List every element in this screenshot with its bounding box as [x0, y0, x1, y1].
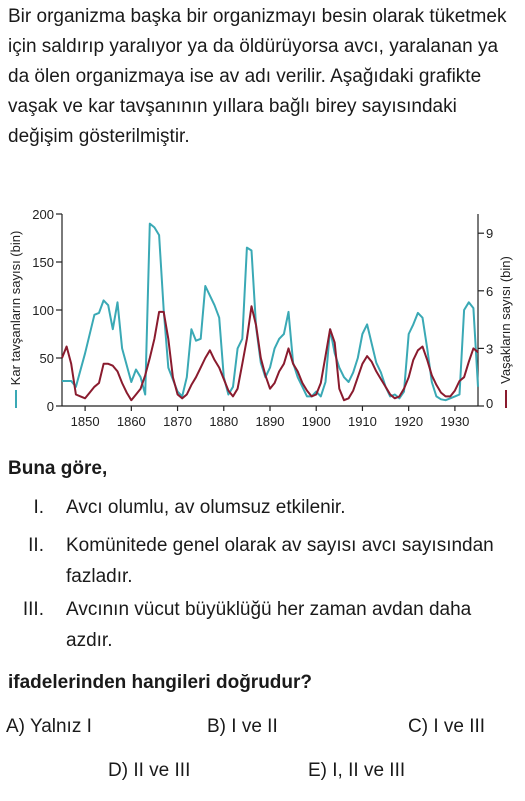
option-b[interactable]: B) I ve II — [207, 716, 278, 738]
x-tick-label: 1850 — [71, 414, 100, 429]
option-a-text: Yalnız I — [29, 716, 92, 737]
right-tick-label: 9 — [486, 226, 493, 241]
right-axis-title: Vaşakların sayısı (bin) — [498, 256, 513, 384]
lynx-series-line — [61, 305, 479, 402]
question-head: Buna göre, — [8, 458, 108, 479]
x-tick-label: 1880 — [209, 414, 238, 429]
left-tick-label: 200 — [32, 207, 54, 222]
x-tick-label: 1910 — [348, 414, 377, 429]
statement-2-number: II. — [28, 535, 44, 556]
right-tick-label: 3 — [486, 341, 493, 356]
left-axis-title: Kar tavşanların sayısı (bin) — [8, 231, 23, 386]
statement-2-text: Komünitede genel olarak av sayısı avcı s… — [66, 535, 494, 587]
option-c-text: I ve III — [433, 716, 486, 737]
option-c-letter: C) — [408, 716, 429, 737]
intro-paragraph: Bir organizma başka bir organizmayı besi… — [8, 6, 507, 147]
option-d-letter: D) — [108, 760, 129, 781]
left-tick-label: 100 — [32, 303, 54, 318]
left-tick-label: 150 — [32, 255, 54, 270]
x-tick-label: 1890 — [256, 414, 285, 429]
option-b-letter: B) — [207, 716, 226, 737]
statement-3-text: Avcının vücut büyüklüğü her zaman avdan … — [66, 599, 472, 651]
statement-1-number: I. — [33, 497, 44, 518]
x-tick-label: 1930 — [440, 414, 469, 429]
chart-labels: 0 50 100 150 200 0 3 6 9 1850 1860 1870 1880 1890 1900… — [8, 207, 513, 429]
left-tick-label: 0 — [47, 399, 54, 414]
option-b-text: I ve II — [231, 716, 278, 737]
x-tick-label: 1870 — [163, 414, 192, 429]
statement-1-text: Avcı olumlu, av olumsuz etkilenir. — [66, 497, 346, 518]
option-d[interactable]: D) II ve III — [108, 760, 190, 782]
option-e-text: I, II ve III — [332, 760, 406, 781]
right-tick-label: 6 — [486, 284, 493, 299]
hare-series-line — [62, 222, 479, 402]
population-chart: 0 50 100 150 200 0 3 6 9 1850 1860 1870 1880 1890 1900… — [8, 207, 513, 429]
right-tick-label: 0 — [486, 396, 493, 411]
option-d-text: II ve III — [133, 760, 191, 781]
x-tick-label: 1920 — [394, 414, 423, 429]
option-a-letter: A) — [6, 716, 25, 737]
option-c[interactable]: C) I ve III — [408, 716, 485, 738]
left-tick-label: 50 — [40, 351, 54, 366]
statement-3-number: III. — [22, 599, 44, 620]
option-a[interactable]: A) Yalnız I — [6, 716, 92, 738]
question-foot: ifadelerinden hangileri doğrudur? — [8, 672, 313, 693]
chart-lines — [61, 222, 479, 402]
x-tick-label: 1860 — [117, 414, 146, 429]
chart-axes — [56, 213, 484, 411]
option-e[interactable]: E) I, II ve III — [308, 760, 405, 782]
x-tick-label: 1900 — [302, 414, 331, 429]
option-e-letter: E) — [308, 760, 327, 781]
